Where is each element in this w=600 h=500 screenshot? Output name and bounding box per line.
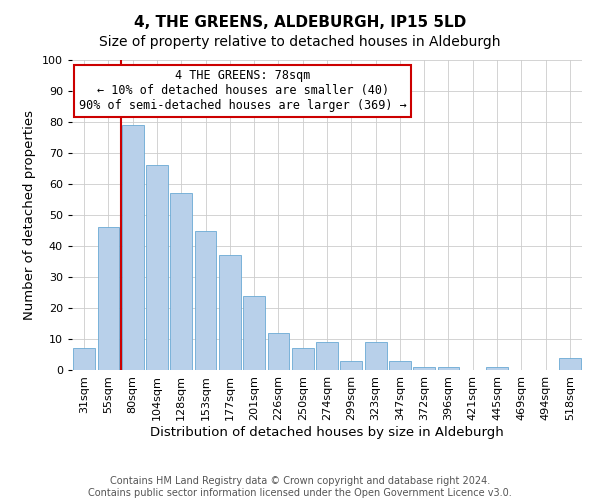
Text: 4, THE GREENS, ALDEBURGH, IP15 5LD: 4, THE GREENS, ALDEBURGH, IP15 5LD [134,15,466,30]
Bar [316,342,338,370]
Bar [292,348,314,370]
Bar [146,166,168,370]
X-axis label: Distribution of detached houses by size in Aldeburgh: Distribution of detached houses by size … [150,426,504,438]
Bar [219,256,241,370]
Bar [97,228,119,370]
Bar [243,296,265,370]
Bar [413,367,435,370]
Bar [170,194,192,370]
Bar [389,360,411,370]
Bar [122,125,143,370]
Bar [559,358,581,370]
Bar [365,342,386,370]
Bar [486,367,508,370]
Y-axis label: Number of detached properties: Number of detached properties [23,110,37,320]
Bar [437,367,460,370]
Bar [73,348,95,370]
Text: 4 THE GREENS: 78sqm
← 10% of detached houses are smaller (40)
90% of semi-detach: 4 THE GREENS: 78sqm ← 10% of detached ho… [79,70,407,112]
Bar [194,230,217,370]
Text: Size of property relative to detached houses in Aldeburgh: Size of property relative to detached ho… [99,35,501,49]
Bar [268,333,289,370]
Text: Contains HM Land Registry data © Crown copyright and database right 2024.
Contai: Contains HM Land Registry data © Crown c… [88,476,512,498]
Bar [340,360,362,370]
